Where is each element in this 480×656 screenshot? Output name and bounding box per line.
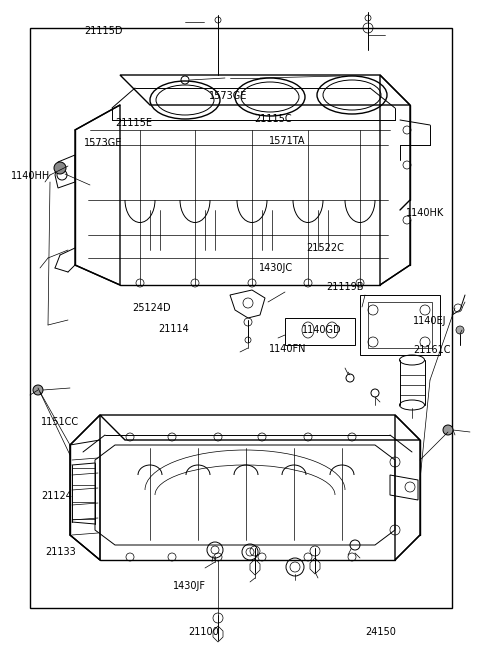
Text: 21522C: 21522C: [306, 243, 344, 253]
Text: 1140GD: 1140GD: [302, 325, 342, 335]
Text: 21114: 21114: [158, 324, 189, 335]
Text: 21124: 21124: [41, 491, 72, 501]
Text: 1140EJ: 1140EJ: [413, 316, 446, 327]
Circle shape: [456, 326, 464, 334]
Text: 1140HK: 1140HK: [406, 208, 444, 218]
Text: 1430JC: 1430JC: [259, 262, 293, 273]
Circle shape: [443, 425, 453, 435]
Text: 21100: 21100: [189, 627, 219, 638]
Text: 1573GE: 1573GE: [209, 91, 247, 101]
Text: 1430JF: 1430JF: [173, 581, 206, 591]
Text: 1140FN: 1140FN: [269, 344, 306, 354]
Text: 21115D: 21115D: [84, 26, 122, 36]
Text: 1573GE: 1573GE: [84, 138, 122, 148]
Text: 24150: 24150: [365, 627, 396, 638]
Text: 21133: 21133: [46, 547, 76, 558]
Text: 1571TA: 1571TA: [269, 136, 305, 146]
Text: 25124D: 25124D: [132, 303, 170, 314]
Circle shape: [54, 162, 66, 174]
Text: 1140HH: 1140HH: [11, 171, 50, 181]
Text: 21161C: 21161C: [413, 344, 450, 355]
Text: 1151CC: 1151CC: [41, 417, 79, 428]
Circle shape: [33, 385, 43, 395]
Text: 21115C: 21115C: [254, 114, 292, 125]
Text: 21119B: 21119B: [326, 282, 364, 293]
Text: 21115E: 21115E: [115, 117, 152, 128]
